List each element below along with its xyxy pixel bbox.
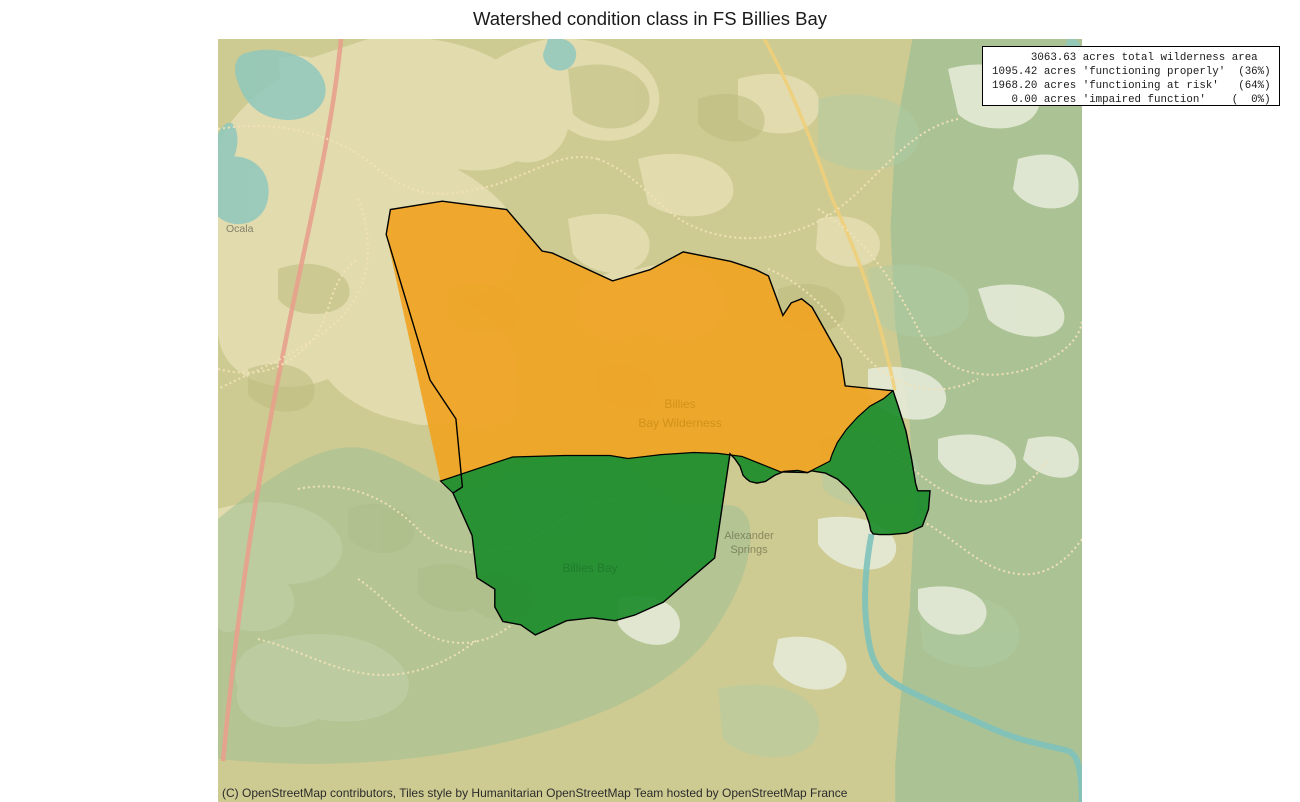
svg-text:Alexander: Alexander: [724, 530, 774, 542]
svg-text:Bay Wilderness: Bay Wilderness: [638, 416, 721, 430]
svg-text:Billies: Billies: [664, 397, 695, 411]
svg-text:Ocala: Ocala: [226, 223, 254, 235]
svg-text:Springs: Springs: [730, 544, 768, 556]
svg-text:Billies Bay: Billies Bay: [562, 561, 617, 575]
